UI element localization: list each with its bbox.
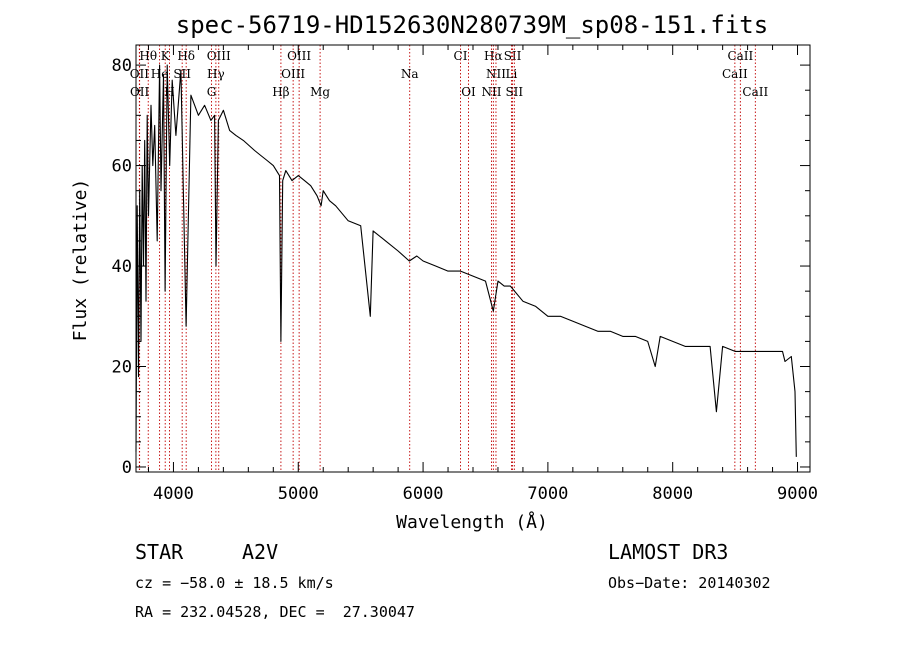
spectral-subclass: A2V: [242, 540, 279, 564]
y-axis-label: Flux (relative): [70, 179, 91, 342]
y-tick-label: 60: [112, 157, 132, 177]
spectral-line-label: NII: [481, 85, 501, 99]
spectral-line-label: OI: [461, 85, 476, 99]
spectral-line-label: Hβ: [272, 85, 289, 99]
chart-title: spec-56719-HD152630N280739M_sp08-151.fit…: [176, 11, 768, 39]
spectral-line-label: H: [164, 85, 174, 99]
spectral-line-label: Na: [401, 67, 419, 81]
x-tick-label: 7000: [527, 484, 568, 504]
spectral-line-label: K: [161, 49, 171, 63]
plot-frame: [135, 44, 811, 473]
y-tick-label: 40: [112, 257, 132, 277]
x-tick-label: 6000: [403, 484, 444, 504]
spectral-line-label: OIII: [287, 49, 311, 63]
x-tick-label: 9000: [777, 484, 818, 504]
spectral-line-label: CaII: [742, 85, 768, 99]
spectral-line-label: OII: [130, 85, 150, 99]
spectral-line-label: CaII: [727, 49, 753, 63]
observation-date: Obs−Date: 20140302: [608, 574, 771, 592]
spectral-line-label: G: [207, 85, 217, 99]
spectral-line-label: OIII: [207, 49, 231, 63]
spectral-line-label: OIII: [281, 67, 305, 81]
spectral-line-label: Hθ: [139, 49, 157, 63]
x-axis-label: Wavelength (Å): [396, 511, 548, 533]
spectral-line-label: Mg: [310, 85, 330, 99]
x-tick-label: 8000: [652, 484, 693, 504]
spectral-line-label: Hα: [484, 49, 503, 63]
x-tick-label: 4000: [153, 484, 194, 504]
sky-coordinates: RA = 232.04528, DEC = 27.30047: [135, 603, 415, 621]
spectral-line-label: Hδ: [177, 49, 195, 63]
spectral-line-label: Li: [506, 67, 518, 81]
y-tick-label: 20: [112, 358, 132, 378]
spectral-line-label: CaII: [722, 67, 748, 81]
spectral-line-label: SII: [173, 67, 191, 81]
spectral-line-label: NII: [486, 67, 506, 81]
object-type: STAR: [135, 540, 184, 564]
redshift-velocity: cz = −58.0 ± 18.5 km/s: [135, 574, 334, 592]
y-tick-label: 0: [122, 458, 132, 478]
spectrum-series: [135, 64, 797, 457]
spectral-line-label: Hγ: [207, 67, 225, 81]
survey-name: LAMOST DR3: [608, 540, 729, 564]
spectral-line-label: CI: [454, 49, 468, 63]
x-tick-label: 5000: [278, 484, 319, 504]
spectral-line-label: SII: [504, 49, 522, 63]
spectral-line-label: SII: [505, 85, 523, 99]
spectrum-line: [135, 64, 797, 457]
y-tick-label: 80: [112, 56, 132, 76]
axes: 4000 5000 6000 7000 8000 9000 0 20 40 60 80: [112, 44, 818, 504]
